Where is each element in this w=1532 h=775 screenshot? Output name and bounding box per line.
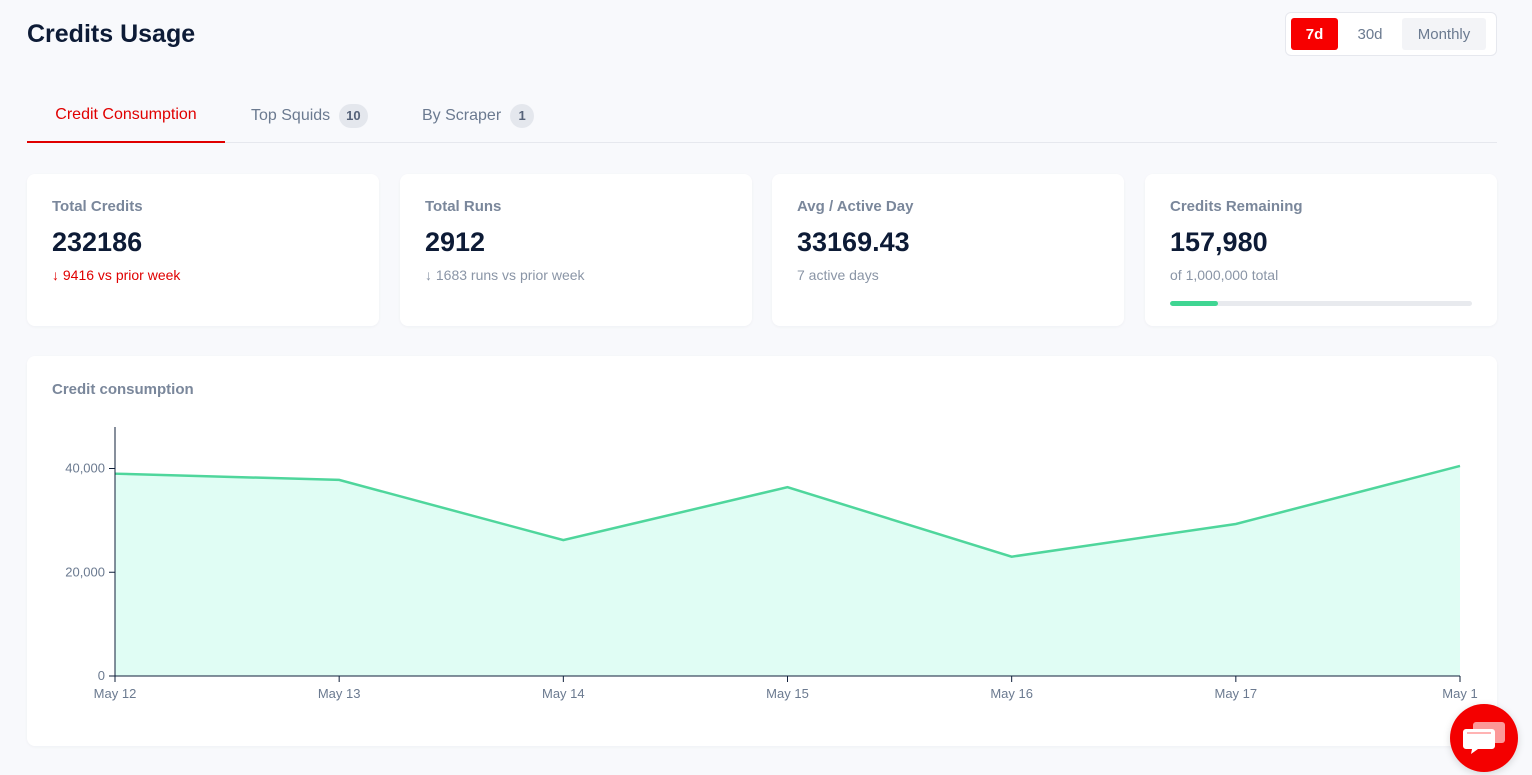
count-badge: 1 (510, 103, 535, 128)
stat-label: Credits Remaining (1170, 198, 1303, 215)
stat-card-total-runs: Total Runs 2912 ↓ 1683 runs vs prior wee… (400, 174, 752, 326)
range-monthly-button[interactable]: Monthly (1402, 18, 1486, 50)
stat-label: Total Credits (52, 198, 143, 215)
x-tick-label: May 12 (94, 686, 137, 701)
x-tick-label: May 13 (318, 686, 361, 701)
tab-top-squids[interactable]: Top Squids 10 (251, 88, 368, 143)
chart-title: Credit consumption (52, 381, 194, 398)
range-30d-button[interactable]: 30d (1357, 25, 1383, 43)
stat-trend: ↓ 1683 runs vs prior week (425, 267, 585, 283)
credit-consumption-chart-card: Credit consumption 0 20,000 40,000 May 12 Ma… (27, 356, 1497, 746)
range-7d-button[interactable]: 7d (1291, 18, 1338, 50)
x-tick-label: May 15 (766, 686, 809, 701)
chat-bubble-icon (1463, 722, 1505, 754)
tab-label: By Scraper (422, 106, 502, 124)
x-tick-label: May 14 (542, 686, 585, 701)
date-range-toggle: 7d 30d Monthly (1285, 12, 1497, 56)
stat-value: 232186 (52, 227, 143, 257)
y-tick-label: 40,000 (65, 461, 105, 476)
stat-label: Total Runs (425, 198, 502, 215)
y-tick-label: 20,000 (65, 564, 105, 579)
x-tick-label: May 17 (1215, 686, 1258, 701)
chat-button[interactable] (1450, 704, 1518, 772)
tab-by-scraper[interactable]: By Scraper 1 (422, 88, 535, 143)
y-tick-label: 0 (98, 668, 105, 683)
stat-value: 157,980 (1170, 227, 1268, 257)
stat-subtext: 7 active days (797, 267, 879, 283)
stat-card-credits-remaining: Credits Remaining 157,980 of 1,000,000 t… (1145, 174, 1497, 326)
tab-label: Top Squids (251, 106, 331, 124)
credit-consumption-chart: 0 20,000 40,000 May 12 May 13 May 14 May 15 May… (65, 427, 1478, 701)
stat-card-avg-active-day: Avg / Active Day 33169.43 7 active days (772, 174, 1124, 326)
page-title: Credits Usage (27, 20, 196, 48)
credits-progress-bar (1170, 301, 1472, 306)
stat-label: Avg / Active Day (797, 198, 914, 215)
x-tick-label: May 1 (1442, 686, 1477, 701)
stat-value: 2912 (425, 227, 486, 257)
count-badge: 10 (339, 103, 368, 128)
series-line (114, 464, 1461, 558)
credits-progress-fill (1170, 301, 1218, 306)
series-area (115, 465, 1460, 676)
x-tick-label: May 16 (990, 686, 1033, 701)
tab-label: Credit Consumption (55, 105, 197, 123)
stat-card-total-credits: Total Credits 232186 ↓ 9416 vs prior wee… (27, 174, 379, 326)
stat-value: 33169.43 (797, 227, 910, 257)
tab-credit-consumption[interactable]: Credit Consumption (27, 88, 225, 143)
stat-trend: ↓ 9416 vs prior week (52, 267, 181, 283)
tab-bar: Credit Consumption Top Squids 10 By Scra… (27, 88, 1497, 143)
stat-subtext: of 1,000,000 total (1170, 267, 1279, 283)
